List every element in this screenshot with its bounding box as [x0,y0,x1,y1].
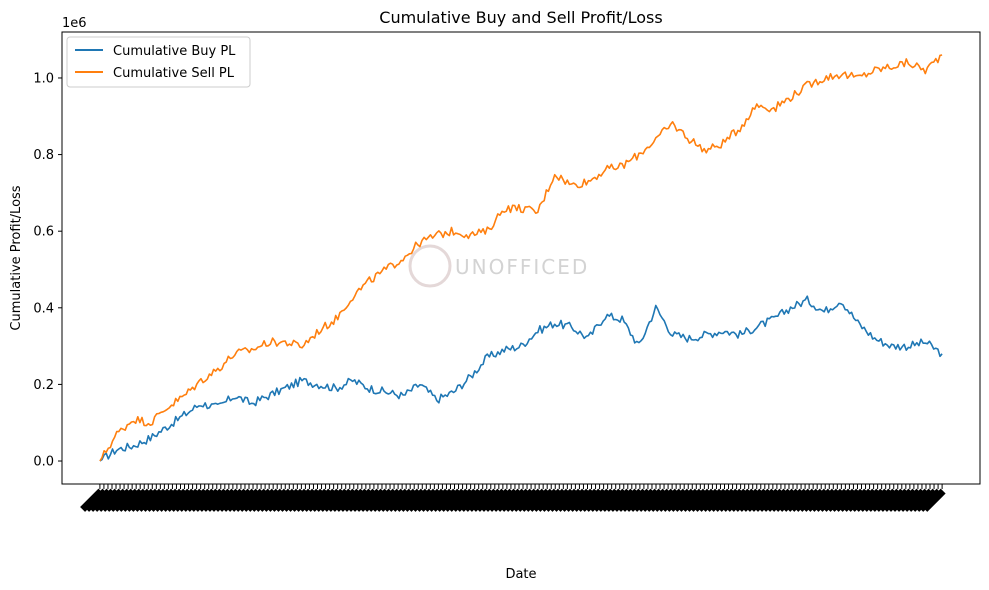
x-axis-ticks [99,484,943,489]
plot-area-frame [61,31,981,485]
series-lines [99,54,943,462]
legend-label-buy: Cumulative Buy PL [113,44,236,59]
x-tick-label-glyphs [922,488,946,512]
y-axis-ticks: 0.0 0.2 0.4 0.6 0.8 1.0 [33,71,62,470]
x-axis-label: Date [505,567,536,582]
y-tick-label: 0.2 [33,378,54,393]
y-axis-offset-label: 1e6 [62,16,87,31]
watermark-emblem [408,244,452,288]
y-tick-label: 1.0 [33,71,54,86]
y-tick-label: 0.6 [33,225,54,240]
y-tick-label: 0.8 [33,148,54,163]
watermark-logo: UNOFFICED [408,244,589,288]
y-tick-label: 0.0 [33,455,54,470]
legend: Cumulative Buy PL Cumulative Sell PL [66,36,251,88]
watermark-text: UNOFFICED [455,255,589,279]
series-line-sell [99,54,943,462]
y-axis-label: Cumulative Profit/Loss [9,185,24,330]
legend-box [66,36,251,88]
series-line-buy [99,295,943,462]
chart-title: Cumulative Buy and Sell Profit/Loss [379,8,662,27]
x-axis-tick-labels [80,488,946,512]
y-tick-label: 0.4 [33,301,54,316]
legend-label-sell: Cumulative Sell PL [113,66,235,81]
